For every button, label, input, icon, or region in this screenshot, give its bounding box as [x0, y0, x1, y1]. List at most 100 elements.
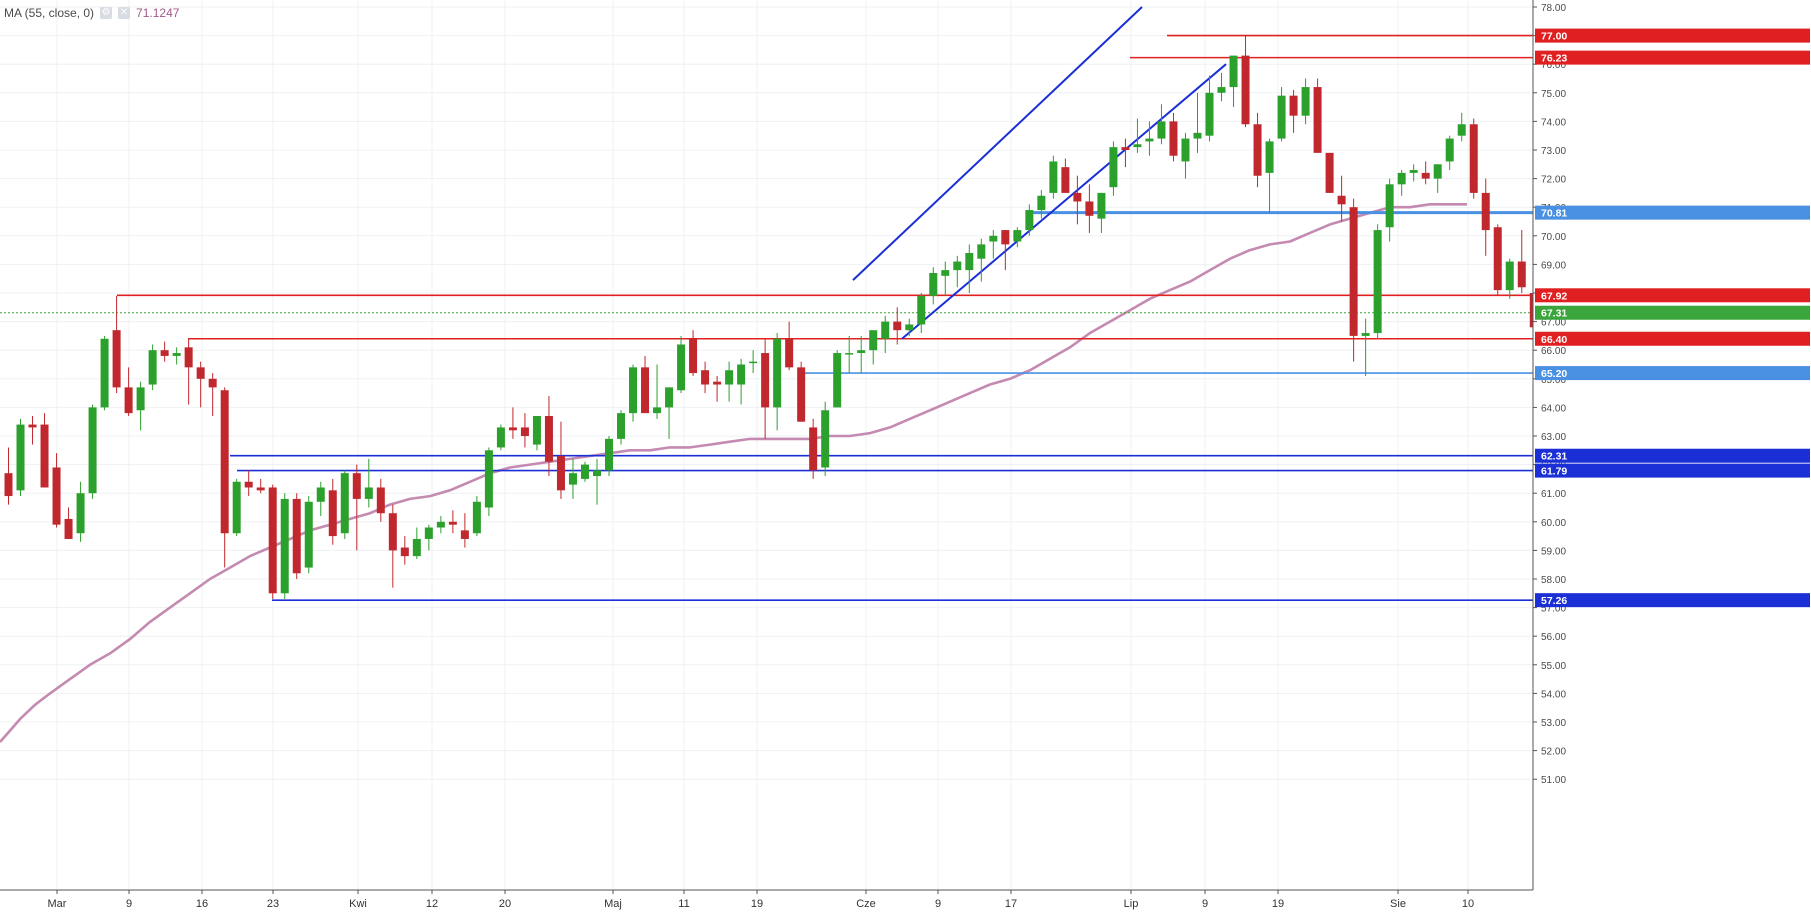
candle-body — [220, 390, 229, 534]
price-tick-label: 61.00 — [1541, 489, 1566, 500]
candle — [809, 418, 818, 479]
candle-body — [1325, 152, 1334, 193]
candle-body — [1109, 147, 1118, 188]
trend-line — [852, 6, 1143, 281]
candle-body — [556, 456, 565, 491]
candle — [412, 527, 421, 559]
level-price-label: 65.20 — [1541, 368, 1567, 380]
candle — [953, 255, 962, 288]
candle — [1313, 78, 1322, 153]
time-tick-label: 20 — [499, 898, 511, 910]
candle-body — [184, 347, 193, 368]
candle-body — [905, 324, 914, 331]
candle — [1421, 161, 1430, 185]
level-price-tag — [1535, 448, 1810, 463]
candle — [1001, 230, 1010, 271]
candle-body — [977, 244, 986, 259]
level-price-label: 76.23 — [1541, 53, 1567, 65]
candle-body — [689, 338, 698, 374]
candle — [605, 436, 613, 477]
candle-body — [1085, 201, 1094, 216]
candle-body — [484, 450, 493, 508]
price-tick-label: 52.00 — [1541, 747, 1566, 758]
candle — [941, 261, 950, 296]
gear-icon[interactable]: ⚙ — [100, 7, 113, 19]
price-tick-label: 72.00 — [1541, 175, 1566, 186]
candle-body — [785, 338, 794, 368]
candle — [1109, 141, 1118, 196]
candle-body — [965, 252, 974, 271]
candle — [713, 375, 722, 402]
candle — [448, 510, 457, 534]
price-tick-label: 66.00 — [1541, 346, 1566, 357]
time-tick-label: 23 — [267, 898, 279, 910]
time-tick-label: 9 — [126, 898, 132, 910]
candle-body — [725, 370, 734, 385]
level-price-tag — [1535, 205, 1810, 220]
candle-body — [1505, 261, 1514, 291]
close-icon[interactable]: ✕ — [118, 7, 131, 19]
candle-body — [1337, 195, 1346, 205]
candle-body — [364, 487, 373, 499]
price-tick-label: 73.00 — [1541, 146, 1566, 157]
candle — [1373, 224, 1382, 339]
candle — [580, 461, 589, 482]
candle-body — [1385, 184, 1394, 228]
candle — [1505, 258, 1514, 299]
level-price-tag — [1535, 50, 1810, 65]
candle — [28, 415, 37, 445]
candle-body — [1121, 147, 1130, 150]
candle-body — [1001, 230, 1010, 245]
candle-body — [821, 410, 830, 468]
candle — [124, 367, 133, 416]
candle-body — [1349, 207, 1358, 336]
time-tick-label: Cze — [856, 898, 876, 910]
candle — [256, 478, 265, 494]
candle-body — [1181, 138, 1190, 162]
candle — [977, 238, 986, 282]
candle-body — [1445, 138, 1454, 162]
price-tick-label: 74.00 — [1541, 117, 1566, 128]
candle-body — [1433, 164, 1442, 179]
candle-body — [665, 387, 674, 408]
candle — [1517, 230, 1526, 293]
ma-value: 71.1247 — [136, 6, 180, 20]
candle — [689, 330, 698, 376]
candle-body — [1145, 138, 1154, 142]
price-tick-label: 57.00 — [1541, 604, 1566, 615]
candle — [508, 407, 517, 439]
level-price-label: 62.31 — [1541, 451, 1567, 463]
candle — [16, 418, 25, 497]
candle-body — [953, 261, 962, 271]
candle — [989, 230, 998, 259]
candle-body — [629, 367, 638, 414]
candle-body — [1205, 92, 1214, 136]
candle-body — [1481, 192, 1490, 231]
candle — [1229, 55, 1238, 108]
candle-body — [1025, 210, 1034, 231]
candle — [1097, 192, 1106, 233]
candle — [1385, 178, 1394, 242]
price-tick-label: 60.00 — [1541, 518, 1566, 529]
candle-body — [1157, 121, 1166, 139]
price-tick-label: 64.00 — [1541, 403, 1566, 414]
candle — [905, 318, 914, 336]
candle-body — [809, 427, 818, 471]
candle-body — [869, 330, 878, 351]
candle-body — [1253, 124, 1262, 176]
candle — [845, 335, 854, 374]
candle-body — [340, 473, 349, 534]
candle — [1397, 170, 1406, 196]
candle — [304, 496, 313, 574]
time-tick-label: Lip — [1124, 898, 1139, 910]
candle-body — [208, 378, 217, 388]
level-price-tag — [1535, 331, 1810, 346]
price-tick-label: 76.00 — [1541, 60, 1566, 71]
candle-body — [508, 427, 517, 431]
price-tick-label: 70.00 — [1541, 232, 1566, 243]
candle — [88, 404, 97, 499]
level-price-label: 77.00 — [1541, 31, 1567, 43]
candle — [484, 447, 493, 517]
candle-body — [148, 350, 157, 385]
